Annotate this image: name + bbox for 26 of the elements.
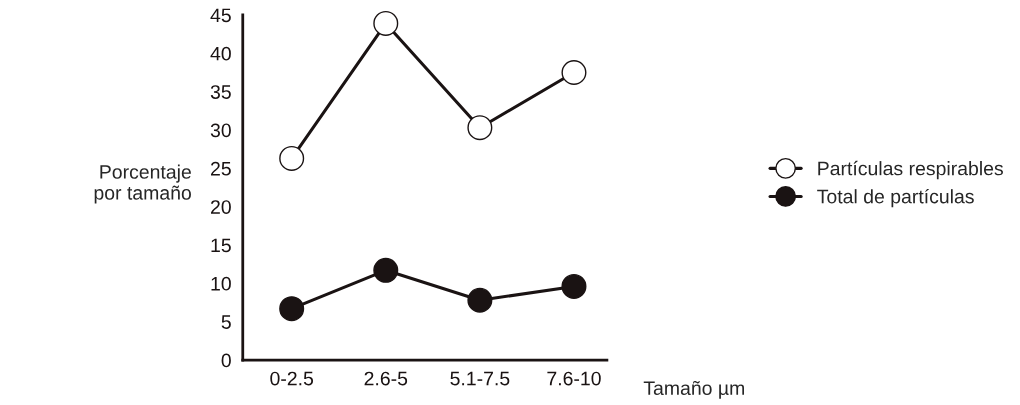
y-tick-label: 35 <box>210 85 231 99</box>
x-tick-label: 7.6-10 <box>547 371 601 386</box>
point <box>373 10 399 36</box>
x-tick-label: 2.6-5 <box>364 371 408 386</box>
point <box>279 145 305 171</box>
y-tick-label: 5 <box>221 315 231 329</box>
y-tick-label: 0 <box>221 353 231 368</box>
point <box>467 115 493 141</box>
legend-label: Total de partículas <box>817 188 974 208</box>
legend-label: Partículas respirables <box>818 160 1003 180</box>
point <box>561 59 587 85</box>
x-tick-label: 5.1-7.5 <box>450 371 510 386</box>
y-tick-label: 20 <box>211 200 231 214</box>
point <box>279 296 305 322</box>
point <box>467 287 493 313</box>
point <box>561 273 587 299</box>
y-tick-label: 45 <box>210 8 231 23</box>
y-axis-title: Porcentaje por tamaño <box>94 164 191 204</box>
x-axis-title: Tamaño µm <box>643 380 744 399</box>
y-tick-label: 10 <box>211 276 231 291</box>
x-tick-label: 0-2.5 <box>270 371 314 386</box>
point <box>373 257 399 283</box>
y-tick-label: 40 <box>210 46 231 61</box>
y-tick-label: 30 <box>210 123 231 138</box>
y-tick-label: 15 <box>211 238 231 253</box>
y-tick-label: 25 <box>211 161 231 176</box>
